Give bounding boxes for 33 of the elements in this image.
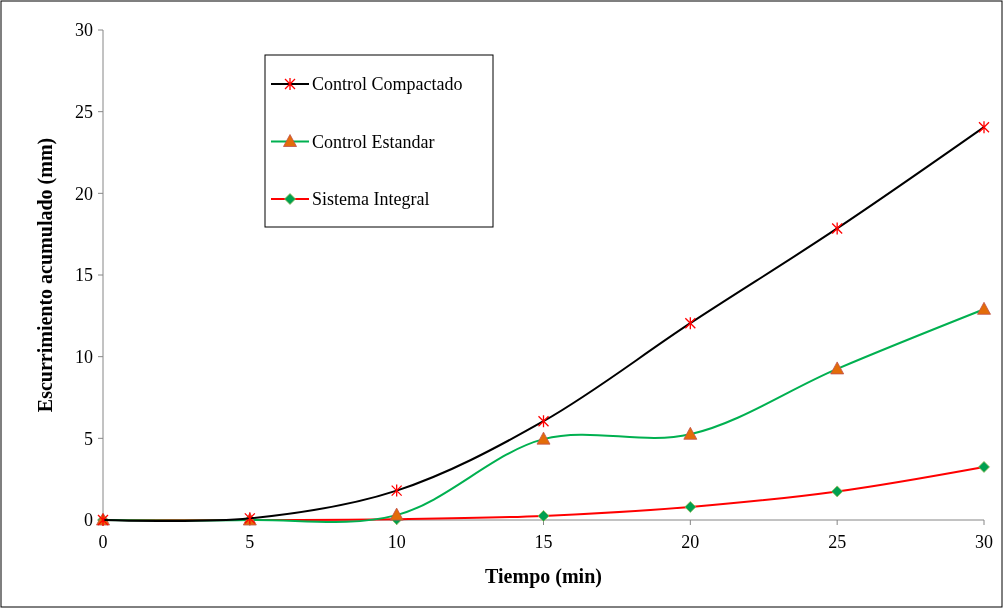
y-tick-label: 20 [75,183,93,204]
point [830,361,845,375]
x-tick-label: 15 [534,532,553,552]
point [537,510,550,522]
x-tick-label: 25 [828,532,847,552]
x-tick-label: 30 [975,532,993,552]
point [537,414,550,428]
point [683,426,698,440]
point [684,316,696,330]
y-tick-label: 0 [84,510,93,531]
y-tick-label: 25 [75,101,93,122]
y-tick-label: 15 [75,265,93,286]
x-tick-label: 5 [245,532,255,552]
legend-label: Control Compactado [312,74,463,95]
point [536,431,551,445]
point [391,483,403,498]
legend-label: Control Estandar [312,131,435,152]
x-tick-label: 20 [681,532,700,552]
point [831,485,844,498]
y-tick-label: 10 [75,346,93,367]
point [684,501,697,513]
x-tick-label: 0 [98,532,108,552]
point [978,461,990,473]
y-tick-label: 5 [84,428,93,449]
x-axis-title: Tiempo (min) [485,565,602,588]
point [978,120,990,134]
y-axis-title: Escurrimiento acumulado (mm) [34,137,57,413]
legend-label: Sistema Integral [312,189,430,210]
point [389,507,404,521]
x-tick-label: 10 [387,532,406,552]
y-tick-label: 30 [75,20,93,41]
point [977,301,991,315]
point [831,221,843,236]
